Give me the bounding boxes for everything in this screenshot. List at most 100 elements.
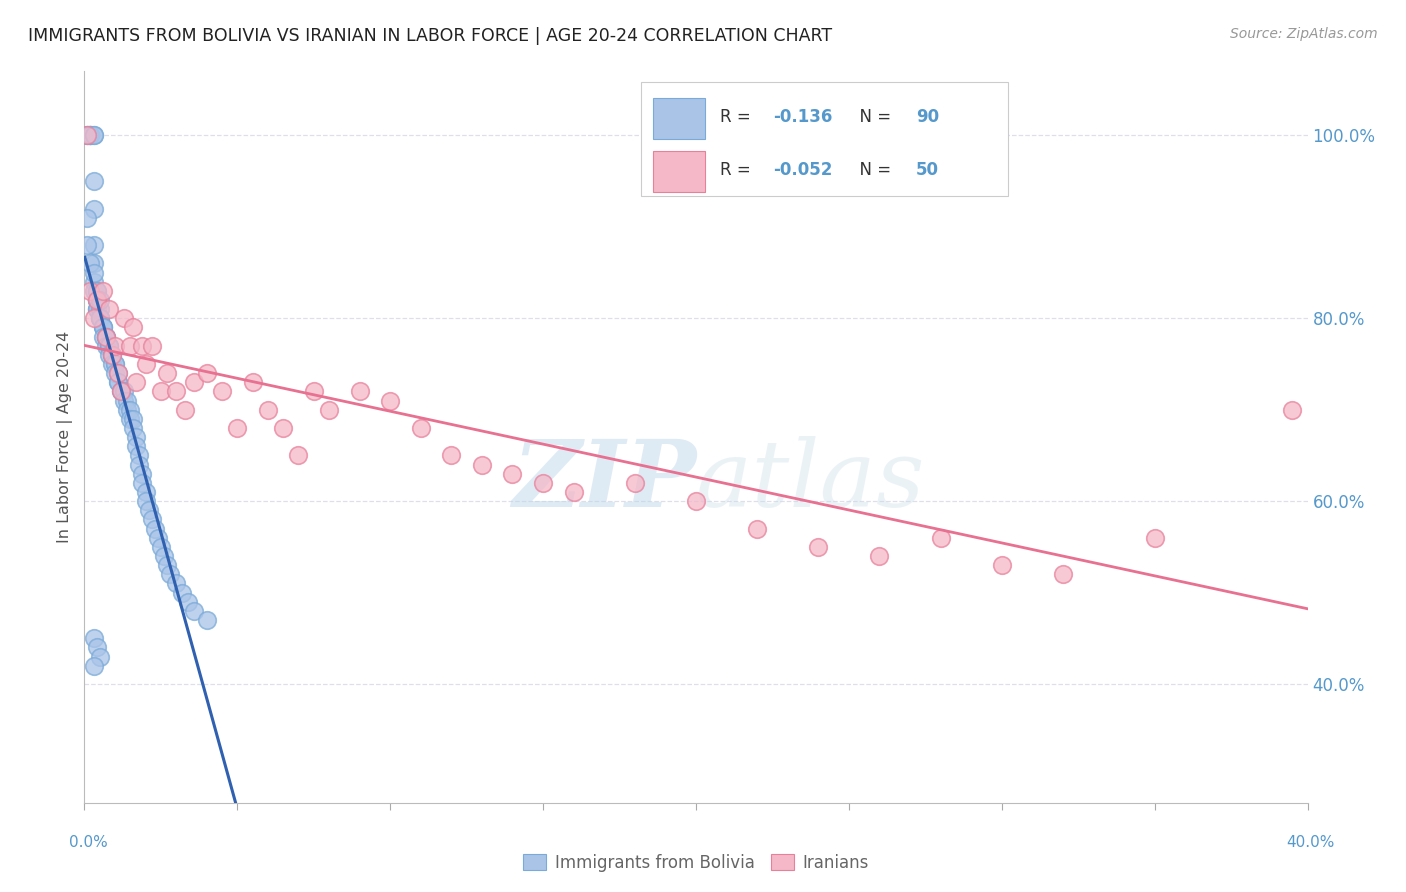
Point: [172, 585, 194, 599]
Point: [153, 549, 176, 563]
Point: [135, 485, 157, 500]
Point: [107, 366, 129, 380]
Point: [86, 293, 108, 307]
Point: [146, 531, 169, 545]
Point: [128, 458, 150, 472]
Point: [349, 384, 371, 399]
FancyBboxPatch shape: [641, 82, 1008, 195]
Point: [380, 393, 402, 408]
Point: [89, 311, 111, 326]
Point: [79, 128, 101, 143]
Text: 0.0%: 0.0%: [69, 836, 108, 850]
Point: [104, 339, 127, 353]
Point: [97, 339, 120, 353]
Point: [76, 211, 98, 225]
Point: [156, 558, 179, 573]
Point: [76, 128, 98, 143]
Text: N =: N =: [849, 161, 896, 179]
Text: R =: R =: [720, 109, 756, 127]
Point: [131, 475, 153, 490]
Point: [115, 393, 138, 408]
Point: [89, 301, 111, 317]
Point: [79, 128, 101, 143]
Point: [89, 311, 111, 326]
Text: -0.052: -0.052: [773, 161, 832, 179]
Point: [149, 384, 172, 399]
Point: [165, 576, 187, 591]
Text: IMMIGRANTS FROM BOLIVIA VS IRANIAN IN LABOR FORCE | AGE 20-24 CORRELATION CHART: IMMIGRANTS FROM BOLIVIA VS IRANIAN IN LA…: [28, 27, 832, 45]
Point: [195, 613, 218, 627]
Point: [128, 449, 150, 463]
Point: [76, 238, 98, 252]
Point: [86, 293, 108, 307]
Point: [83, 311, 105, 326]
Point: [135, 357, 157, 371]
Point: [174, 402, 197, 417]
Point: [149, 540, 172, 554]
Point: [159, 567, 181, 582]
Point: [1143, 531, 1166, 545]
Point: [183, 604, 205, 618]
Point: [120, 339, 142, 353]
Point: [94, 339, 117, 353]
Point: [125, 430, 148, 444]
Point: [83, 238, 105, 252]
Text: 50: 50: [917, 161, 939, 179]
Point: [83, 284, 105, 298]
Point: [89, 311, 111, 326]
Point: [86, 284, 108, 298]
Text: R =: R =: [720, 161, 756, 179]
Point: [125, 376, 148, 390]
Point: [83, 128, 105, 143]
Point: [89, 311, 111, 326]
Point: [91, 284, 114, 298]
Point: [747, 521, 769, 535]
Point: [104, 357, 127, 371]
Point: [91, 320, 114, 334]
Point: [89, 649, 111, 664]
Point: [287, 449, 309, 463]
Point: [97, 301, 120, 317]
Point: [83, 174, 105, 188]
Point: [122, 412, 145, 426]
Point: [101, 357, 124, 371]
Point: [195, 366, 218, 380]
Point: [86, 293, 108, 307]
Point: [94, 329, 117, 343]
Point: [83, 128, 105, 143]
Point: [83, 256, 105, 270]
Point: [83, 658, 105, 673]
Text: Source: ZipAtlas.com: Source: ZipAtlas.com: [1230, 27, 1378, 41]
Text: atlas: atlas: [696, 436, 925, 526]
Point: [135, 494, 157, 508]
Point: [991, 558, 1014, 573]
FancyBboxPatch shape: [654, 98, 704, 138]
Point: [257, 402, 280, 417]
Point: [83, 266, 105, 280]
Point: [122, 421, 145, 435]
Point: [471, 458, 494, 472]
Point: [107, 376, 129, 390]
Text: ZIP: ZIP: [512, 436, 696, 526]
Point: [110, 384, 132, 399]
Point: [112, 311, 135, 326]
Point: [115, 402, 138, 417]
Point: [242, 376, 264, 390]
Point: [562, 485, 585, 500]
Point: [79, 256, 101, 270]
Point: [91, 329, 114, 343]
Point: [94, 329, 117, 343]
Point: [101, 348, 124, 362]
Point: [101, 348, 124, 362]
Point: [112, 393, 135, 408]
Point: [929, 531, 952, 545]
Point: [122, 320, 145, 334]
Point: [141, 512, 163, 526]
Point: [97, 339, 120, 353]
Point: [94, 329, 117, 343]
Point: [685, 494, 707, 508]
Point: [440, 449, 463, 463]
Point: [79, 128, 101, 143]
Point: [91, 320, 114, 334]
Point: [1281, 402, 1303, 417]
